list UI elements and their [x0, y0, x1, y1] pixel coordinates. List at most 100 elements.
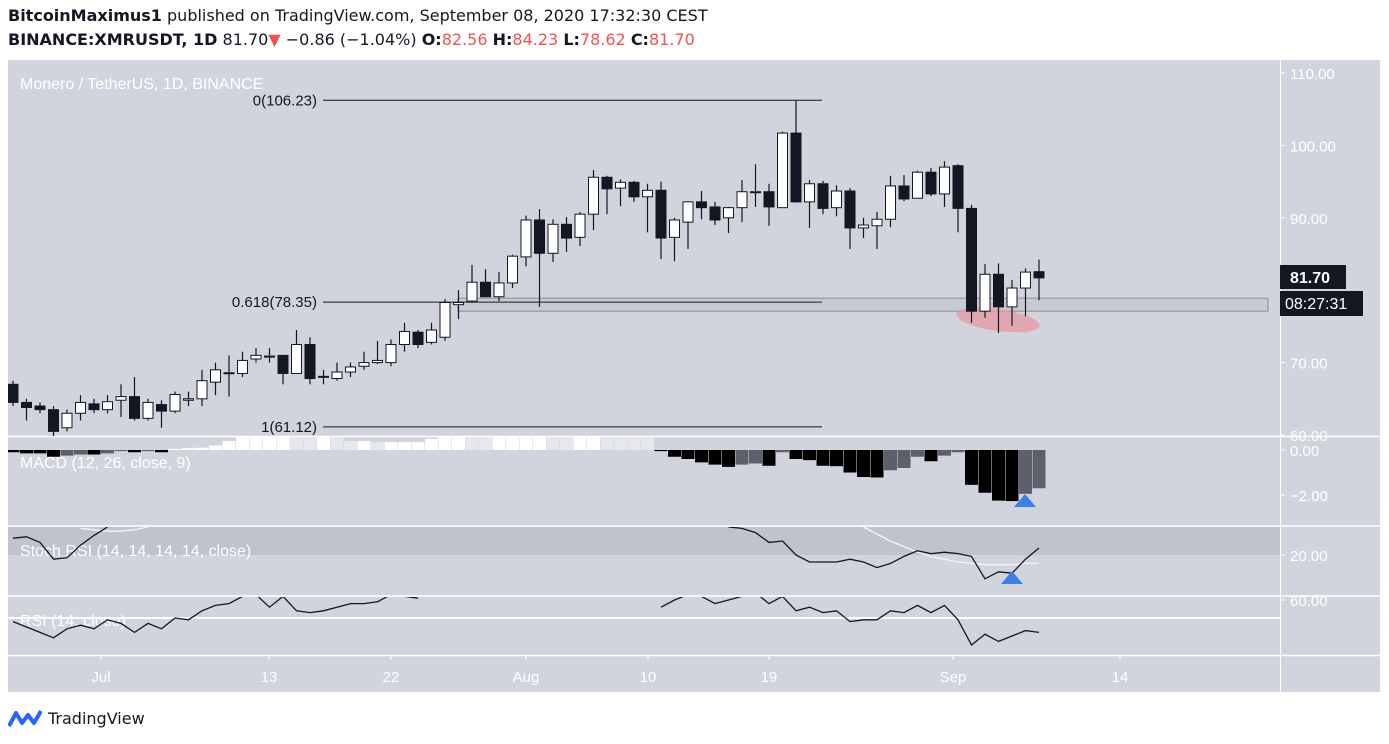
bullish-candle [318, 369, 329, 385]
stoch-d-line [863, 527, 1039, 566]
bullish-candle [520, 215, 532, 267]
macd-histogram-bar [830, 450, 843, 467]
bullish-candle [547, 219, 559, 262]
candle-body [250, 354, 262, 360]
bearish-candle [156, 400, 167, 428]
open-value: 82.56 [441, 30, 488, 49]
candle-body [817, 183, 829, 209]
macd-histogram-bar [708, 450, 722, 465]
candle-body [682, 201, 694, 223]
bullish-candle [75, 395, 86, 421]
macd-histogram-bar [924, 450, 938, 462]
time-axis-label: 22 [383, 669, 400, 686]
candle-body [736, 191, 748, 209]
bullish-candle [358, 351, 370, 370]
bullish-candle [345, 362, 356, 378]
macd-histogram-bar [654, 450, 668, 452]
macd-axis-label: 0.00 [1290, 443, 1319, 460]
candle-body [615, 181, 626, 189]
candle-body [169, 393, 181, 412]
candle-body [507, 255, 518, 284]
macd-histogram-bar [33, 450, 47, 454]
macd-histogram-bar [681, 450, 695, 459]
macd-histogram-bar [303, 437, 317, 450]
time-axis-label: 19 [761, 669, 778, 686]
bullish-candle [385, 339, 397, 367]
bullish-candle [777, 131, 788, 209]
symbol-line: BINANCE:XMRUSDT, 1D 81.70▼ −0.86 (−1.04%… [8, 30, 695, 49]
candle-body [304, 344, 316, 380]
macd-histogram-bar [803, 450, 816, 461]
close-value: 81.70 [648, 30, 695, 49]
macd-histogram-bar [465, 437, 479, 450]
macd-histogram-bar [344, 441, 357, 450]
bearish-candle [709, 201, 721, 226]
candle-body [399, 330, 410, 345]
macd-histogram-bar [641, 437, 654, 450]
bearish-candle [8, 380, 19, 407]
candle-body [763, 191, 775, 208]
candle-body [952, 165, 964, 209]
bearish-candle [952, 164, 964, 233]
svg-text:81.70: 81.70 [1290, 270, 1330, 287]
macd-histogram-bar [384, 442, 398, 450]
bearish-candle [696, 191, 707, 220]
bullish-candle [858, 217, 869, 239]
tradingview-logo[interactable]: TradingView [8, 708, 145, 728]
macd-histogram-bar [128, 450, 141, 453]
macd-histogram-bar [735, 450, 749, 465]
time-axis-label: Aug [513, 669, 540, 686]
candle-body [426, 329, 437, 343]
macd-histogram-bar [533, 437, 546, 450]
bullish-candle [871, 212, 883, 249]
candle-body [574, 213, 586, 238]
bearish-candle [966, 204, 977, 323]
macd-histogram-bar [870, 450, 884, 478]
bullish-candle [291, 330, 302, 374]
candle-body [750, 191, 761, 194]
candle-body [196, 380, 208, 400]
bullish-candle [804, 180, 815, 228]
macd-histogram-bar [8, 450, 20, 453]
macd-histogram-bar [857, 450, 870, 477]
candle-body [912, 171, 923, 199]
macd-histogram-bar [965, 450, 978, 485]
stoch-band [8, 527, 1280, 555]
macd-histogram-bar [411, 442, 425, 450]
price-axis-label: 70.00 [1290, 356, 1328, 373]
bearish-candle [628, 180, 640, 202]
author-name[interactable]: BitcoinMaximus1 [8, 6, 162, 25]
bullish-candle [426, 322, 437, 345]
chart-title: Monero / TetherUS, 1D, BINANCE [20, 76, 263, 93]
macd-histogram-bar [897, 450, 911, 468]
macd-histogram-bar [425, 438, 438, 450]
macd-histogram-bar [600, 437, 614, 450]
candle-body [142, 401, 154, 419]
bullish-candle [183, 391, 194, 407]
candle-body [858, 224, 869, 229]
bullish-candle [750, 164, 761, 207]
time-axis-label: 13 [261, 669, 278, 686]
macd-histogram-bar [47, 450, 60, 457]
high-value: 84.23 [512, 30, 559, 49]
candle-body [844, 190, 856, 229]
candle-body [804, 183, 815, 203]
bearish-candle [412, 330, 424, 349]
macd-histogram-bar [155, 450, 168, 453]
candle-body [790, 132, 802, 203]
rsi-line [12, 597, 419, 639]
macd-histogram-bar [438, 437, 452, 450]
macd-up-arrow-icon [1014, 494, 1036, 507]
macd-histogram-bar [290, 437, 303, 450]
candle-body [412, 331, 424, 345]
candle-body [723, 207, 734, 219]
candle-body [547, 223, 559, 254]
macd-histogram-bar [843, 450, 857, 473]
bullish-candle [142, 398, 154, 421]
candle-body [210, 369, 221, 383]
candle-body [777, 132, 788, 209]
bullish-candle [372, 340, 383, 365]
candle-body [237, 359, 248, 374]
bullish-candle [682, 201, 694, 249]
